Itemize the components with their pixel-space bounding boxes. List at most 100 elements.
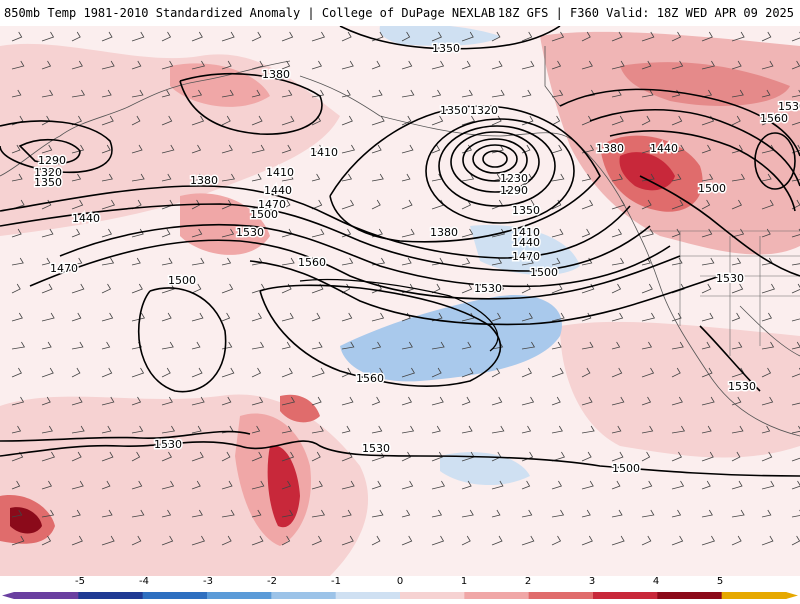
wind-barb [761,312,773,322]
wind-barb [41,144,53,154]
title-bar: 850mb Temp 1981-2010 Standardized Anomal… [0,0,800,26]
wind-barb [791,509,800,518]
wind-barb [341,312,353,322]
wind-barb [701,31,713,42]
wind-barb [671,367,681,378]
wind-barb [281,341,291,350]
wind-barb [491,425,505,434]
wind-barb [101,341,111,350]
wind-barb [191,509,203,518]
wind-barb [161,312,172,322]
wind-barb [101,257,115,266]
wind-barb [191,60,206,70]
wind-barb [731,228,745,238]
contour-label: 1500 [168,274,196,287]
wind-barb [221,31,235,42]
wind-barb [191,228,203,238]
wind-barb [521,199,535,210]
wind-barb [611,396,625,406]
wind-barb [11,89,22,98]
wind-barb [521,396,535,406]
wind-barb [371,396,381,406]
wind-barb [611,480,621,490]
wind-barb [71,31,81,42]
wind-barb [491,367,501,378]
wind-barb [701,480,711,490]
wind-barb [281,312,294,322]
colorbar-max-arrow [786,592,798,599]
wind-barb [731,199,742,210]
wind-barb [371,173,384,182]
wind-barb [491,89,505,98]
warm-anomaly-shading [0,31,800,576]
wind-barb [551,31,565,42]
wind-barb [311,535,322,546]
wind-barb [11,31,23,42]
wind-barb [371,535,381,546]
wind-barb [161,341,174,350]
wind-barb [341,199,355,210]
wind-barb [131,425,144,434]
wind-barb [611,89,622,98]
contour-label: 1380 [430,226,458,239]
wind-barb [161,425,176,434]
wind-barb [191,89,203,98]
wind-barb [101,396,115,406]
wind-barb [251,312,263,322]
contour-label: 1440 [512,236,540,249]
wind-barb [311,451,321,462]
wind-barb [671,173,682,182]
wind-barb [641,115,651,126]
wind-barb [191,312,204,322]
wind-barb [701,396,715,406]
wind-barb [761,283,776,294]
wind-barb [281,480,292,490]
colorbar-tick-label: 1 [460,576,468,587]
wind-barb [161,367,171,378]
wind-barb [161,31,172,42]
wind-barb [671,341,684,350]
wind-barb [791,263,800,266]
wind-barb [401,367,416,378]
wind-barb [251,89,261,98]
wind-barb [431,31,442,42]
wind-barb [491,312,502,322]
contour-label: 1230 [500,172,528,185]
wind-barb [281,31,294,42]
colorbar-tick-label: -2 [267,576,277,587]
wind-barb [101,199,116,210]
wind-barb [581,451,592,462]
wind-barb [71,480,84,490]
wind-barb [101,451,114,462]
wind-barb [641,31,655,42]
colorbar-swatch [657,592,723,599]
wind-barb [341,396,354,406]
wind-barb [431,451,443,462]
contour-label: 1560 [760,112,788,125]
wind-barb [371,367,384,378]
wind-barb [281,257,295,266]
wind-barb [701,341,711,350]
wind-barb [11,115,24,126]
wind-barb [671,425,686,434]
wind-barb [41,60,52,70]
wind-barb [581,367,591,378]
wind-barb [731,89,744,98]
wind-barb [221,509,235,518]
contour-label: 1560 [356,372,384,385]
wind-barb [311,228,325,238]
wind-barb [131,509,145,518]
wind-barb [431,425,441,434]
wind-barb [371,60,381,70]
wind-barb [341,367,352,378]
wind-barb [491,480,504,490]
wind-barb [461,115,476,126]
wind-barb [731,509,745,518]
contour-label: 1470 [258,198,286,211]
wind-barb [41,312,55,322]
wind-barb [341,283,351,294]
contour-label: 1320 [34,166,62,179]
wind-barb [311,89,325,98]
wind-barbs [11,31,800,546]
wind-barb [281,89,293,98]
